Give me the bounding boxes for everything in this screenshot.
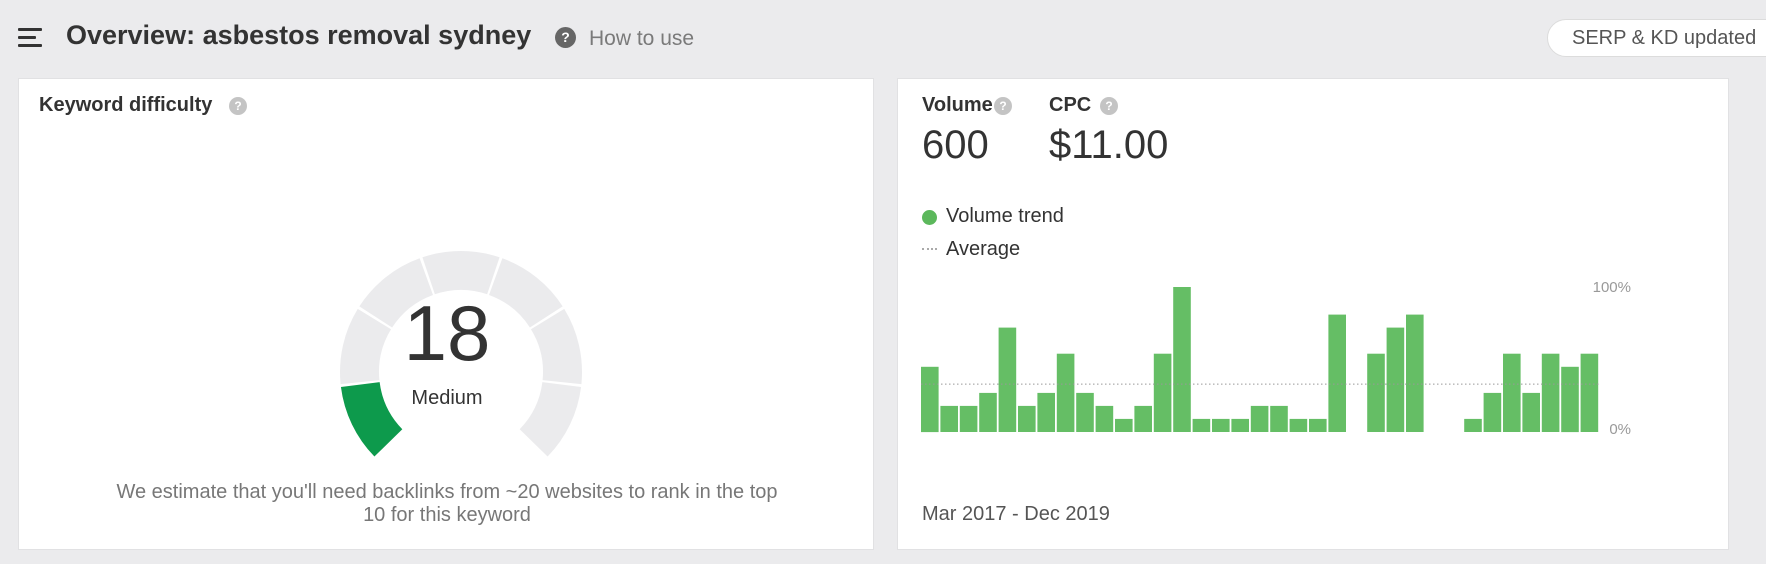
how-to-use-link[interactable]: How to use [589,27,695,50]
volume-bar[interactable] [1115,418,1133,432]
volume-bar[interactable] [1503,353,1521,432]
volume-bar[interactable] [1328,314,1346,432]
volume-bar[interactable] [1541,353,1560,432]
volume-bar[interactable] [1153,353,1172,432]
volume-bar[interactable] [1173,287,1191,432]
keyword-difficulty-heading: Keyword difficulty [39,94,213,116]
gauge-segment-empty [519,382,582,457]
volume-bar[interactable] [1561,366,1579,433]
difficulty-rating: Medium [411,387,483,409]
volume-bar[interactable] [959,405,978,432]
difficulty-score: 18 [403,289,491,377]
gauge-segment-empty [422,251,500,295]
volume-bar[interactable] [1580,353,1599,432]
volume-bar[interactable] [940,405,958,432]
serp-kd-updated-button[interactable]: SERP & KD updated [1547,19,1766,57]
volume-trend-legend-dot [922,210,937,225]
keyword-difficulty-help-icon[interactable]: ? [229,97,247,115]
cpc-label: CPC [1049,94,1092,116]
volume-bar[interactable] [1309,418,1327,432]
volume-bar[interactable] [921,366,939,433]
volume-trend-chart: 100% 0% [921,279,1631,438]
cpc-help-icon[interactable]: ? [1100,97,1118,115]
hamburger-menu-icon[interactable] [18,28,42,48]
volume-bar[interactable] [1270,405,1288,432]
volume-bar[interactable] [1483,392,1502,432]
volume-bar[interactable] [1134,405,1152,432]
y-tick-label: 100% [1593,279,1631,296]
backlinks-estimate-text: We estimate that you'll need backlinks f… [116,481,778,526]
average-legend-label: Average [946,238,1021,260]
volume-bar[interactable] [1231,418,1249,432]
difficulty-gauge [340,251,582,457]
page-title: Overview: asbestos removal sydney [66,20,532,50]
volume-bar[interactable] [1192,418,1211,432]
volume-help-icon[interactable]: ? [994,97,1012,115]
question-circle-icon[interactable]: ? [555,27,576,48]
average-legend-line [922,248,937,250]
volume-bar[interactable] [1289,418,1308,432]
volume-bar[interactable] [1037,392,1055,432]
cpc-value: $11.00 [1049,123,1169,167]
y-tick-label: 0% [1609,421,1631,438]
volume-bar[interactable] [1095,405,1114,432]
volume-bar[interactable] [1056,353,1075,432]
volume-label: Volume [922,94,993,116]
gauge-segment-filled [340,382,403,457]
keyword-difficulty-card: Keyword difficulty ? 18 Medium We estima… [18,78,874,550]
gauge-segment-empty [359,258,433,328]
volume-bar[interactable] [1250,405,1269,432]
volume-card: Volume ? 600 CPC ? $11.00 Volume trend A… [897,78,1729,550]
volume-bar[interactable] [979,392,997,432]
volume-trend-legend-label: Volume trend [946,205,1064,227]
volume-bar[interactable] [1018,405,1036,432]
volume-bar[interactable] [1522,392,1540,432]
gauge-segment-empty [340,308,392,385]
volume-bar[interactable] [1367,353,1385,432]
volume-bar[interactable] [1386,327,1405,432]
volume-value: 600 [922,123,989,167]
top-bar: Overview: asbestos removal sydney ? How … [0,0,1766,75]
volume-bar[interactable] [1464,418,1482,432]
volume-bar[interactable] [998,327,1017,432]
volume-bar[interactable] [1406,314,1424,432]
volume-bar[interactable] [1076,392,1094,432]
volume-bar[interactable] [1212,418,1230,432]
gauge-segment-empty [530,308,582,385]
gauge-segment-empty [489,258,563,328]
date-range-label: Mar 2017 - Dec 2019 [922,503,1110,525]
